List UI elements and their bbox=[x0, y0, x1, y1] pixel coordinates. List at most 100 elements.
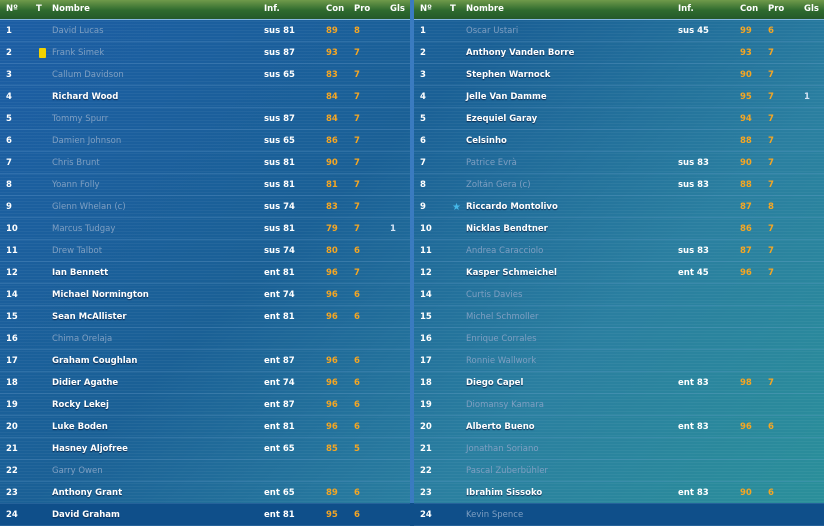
player-name[interactable]: Marcus Tudgay bbox=[52, 224, 116, 234]
player-row[interactable]: 23 Ibrahim Sissoko ent 83 90 6 bbox=[414, 482, 824, 504]
player-row[interactable]: 9 Glenn Whelan (c) sus 74 83 7 bbox=[0, 196, 410, 218]
player-row[interactable]: 21 Jonathan Soriano bbox=[414, 438, 824, 460]
player-row[interactable]: 14 Curtis Davies bbox=[414, 284, 824, 306]
column-header-name[interactable]: Nombre bbox=[466, 4, 504, 14]
player-name[interactable]: Luke Boden bbox=[52, 422, 108, 432]
player-name[interactable]: Anthony Grant bbox=[52, 488, 123, 498]
player-name[interactable]: Kevin Spence bbox=[466, 510, 524, 520]
player-name[interactable]: Jelle Van Damme bbox=[466, 92, 547, 102]
player-name[interactable]: Garry Owen bbox=[52, 466, 103, 476]
player-row[interactable]: 7 Patrice Evrà sus 83 90 7 bbox=[414, 152, 824, 174]
player-name[interactable]: Alberto Bueno bbox=[466, 422, 535, 432]
player-name[interactable]: Celsinho bbox=[466, 136, 507, 146]
player-row[interactable]: 9 Riccardo Montolivo 87 8 ★ bbox=[414, 196, 824, 218]
player-row[interactable]: 19 Rocky Lekej ent 87 96 6 bbox=[0, 394, 410, 416]
player-name[interactable]: Damien Johnson bbox=[52, 136, 122, 146]
column-header-inf[interactable]: Inf. bbox=[264, 4, 280, 14]
player-row[interactable]: 2 Anthony Vanden Borre 93 7 bbox=[414, 42, 824, 64]
player-name[interactable]: Oscar Ustari bbox=[466, 26, 519, 36]
player-row[interactable]: 21 Hasney Aljofree ent 65 85 5 bbox=[0, 438, 410, 460]
player-row[interactable]: 3 Callum Davidson sus 65 83 7 bbox=[0, 64, 410, 86]
player-name[interactable]: Graham Coughlan bbox=[52, 356, 138, 366]
player-row[interactable]: 15 Sean McAllister ent 81 96 6 bbox=[0, 306, 410, 328]
column-header-name[interactable]: Nombre bbox=[52, 4, 90, 14]
player-name[interactable]: Frank Simek bbox=[52, 48, 105, 58]
player-row[interactable]: 23 Anthony Grant ent 65 89 6 bbox=[0, 482, 410, 504]
player-row[interactable]: 24 Kevin Spence bbox=[414, 504, 824, 526]
player-name[interactable]: Sean McAllister bbox=[52, 312, 127, 322]
player-name[interactable]: Enrique Corrales bbox=[466, 334, 537, 344]
player-name[interactable]: Drew Talbot bbox=[52, 246, 103, 256]
player-name[interactable]: Anthony Vanden Borre bbox=[466, 48, 575, 58]
player-row[interactable]: 24 David Graham ent 81 95 6 bbox=[0, 504, 410, 526]
player-name[interactable]: Stephen Warnock bbox=[466, 70, 551, 80]
player-name[interactable]: Rocky Lekej bbox=[52, 400, 109, 410]
player-row[interactable]: 20 Alberto Bueno ent 83 96 6 bbox=[414, 416, 824, 438]
column-header-pro[interactable]: Pro bbox=[354, 4, 371, 14]
column-header-gls[interactable]: Gls bbox=[804, 4, 819, 14]
player-row[interactable]: 18 Diego Capel ent 83 98 7 bbox=[414, 372, 824, 394]
player-row[interactable]: 7 Chris Brunt sus 81 90 7 bbox=[0, 152, 410, 174]
player-row[interactable]: 12 Kasper Schmeichel ent 45 96 7 bbox=[414, 262, 824, 284]
player-name[interactable]: Hasney Aljofree bbox=[52, 444, 128, 454]
player-name[interactable]: Tommy Spurr bbox=[52, 114, 109, 124]
player-row[interactable]: 12 Ian Bennett ent 81 96 7 bbox=[0, 262, 410, 284]
player-row[interactable]: 22 Pascal Zuberbühler bbox=[414, 460, 824, 482]
column-header-t[interactable]: T bbox=[450, 4, 456, 14]
player-row[interactable]: 16 Chima Orelaja bbox=[0, 328, 410, 350]
player-name[interactable]: Kasper Schmeichel bbox=[466, 268, 557, 278]
player-name[interactable]: Chima Orelaja bbox=[52, 334, 113, 344]
player-row[interactable]: 22 Garry Owen bbox=[0, 460, 410, 482]
player-row[interactable]: 17 Graham Coughlan ent 87 96 6 bbox=[0, 350, 410, 372]
player-name[interactable]: Zoltán Gera (c) bbox=[466, 180, 531, 190]
column-header-inf[interactable]: Inf. bbox=[678, 4, 694, 14]
player-row[interactable]: 20 Luke Boden ent 81 96 6 bbox=[0, 416, 410, 438]
player-row[interactable]: 8 Yoann Folly sus 81 81 7 bbox=[0, 174, 410, 196]
player-row[interactable]: 10 Marcus Tudgay sus 81 79 7 1 bbox=[0, 218, 410, 240]
player-row[interactable]: 11 Drew Talbot sus 74 80 6 bbox=[0, 240, 410, 262]
player-name[interactable]: Andrea Caracciolo bbox=[466, 246, 544, 256]
player-name[interactable]: Nicklas Bendtner bbox=[466, 224, 548, 234]
player-name[interactable]: Didier Agathe bbox=[52, 378, 119, 388]
player-row[interactable]: 14 Michael Normington ent 74 96 6 bbox=[0, 284, 410, 306]
player-name[interactable]: Riccardo Montolivo bbox=[466, 202, 558, 212]
player-row[interactable]: 18 Didier Agathe ent 74 96 6 bbox=[0, 372, 410, 394]
column-header-t[interactable]: T bbox=[36, 4, 42, 14]
player-name[interactable]: Richard Wood bbox=[52, 92, 119, 102]
player-row[interactable]: 5 Tommy Spurr sus 87 84 7 bbox=[0, 108, 410, 130]
player-name[interactable]: Curtis Davies bbox=[466, 290, 523, 300]
player-name[interactable]: Ian Bennett bbox=[52, 268, 109, 278]
player-row[interactable]: 10 Nicklas Bendtner 86 7 bbox=[414, 218, 824, 240]
player-row[interactable]: 17 Ronnie Wallwork bbox=[414, 350, 824, 372]
player-name[interactable]: Michel Schmoller bbox=[466, 312, 539, 322]
player-name[interactable]: David Lucas bbox=[52, 26, 104, 36]
player-row[interactable]: 4 Richard Wood 84 7 bbox=[0, 86, 410, 108]
player-name[interactable]: Glenn Whelan (c) bbox=[52, 202, 126, 212]
player-name[interactable]: Michael Normington bbox=[52, 290, 149, 300]
player-row[interactable]: 15 Michel Schmoller bbox=[414, 306, 824, 328]
player-name[interactable]: Chris Brunt bbox=[52, 158, 100, 168]
player-row[interactable]: 1 Oscar Ustari sus 45 99 6 bbox=[414, 20, 824, 42]
player-name[interactable]: Callum Davidson bbox=[52, 70, 124, 80]
player-row[interactable]: 19 Diomansy Kamara bbox=[414, 394, 824, 416]
player-row[interactable]: 16 Enrique Corrales bbox=[414, 328, 824, 350]
player-name[interactable]: Jonathan Soriano bbox=[466, 444, 539, 454]
column-header-number[interactable]: Nº bbox=[6, 4, 18, 14]
player-row[interactable]: 8 Zoltán Gera (c) sus 83 88 7 bbox=[414, 174, 824, 196]
player-name[interactable]: Diomansy Kamara bbox=[466, 400, 544, 410]
player-name[interactable]: Ibrahim Sissoko bbox=[466, 488, 543, 498]
player-name[interactable]: David Graham bbox=[52, 510, 120, 520]
player-row[interactable]: 3 Stephen Warnock 90 7 bbox=[414, 64, 824, 86]
player-name[interactable]: Pascal Zuberbühler bbox=[466, 466, 548, 476]
player-name[interactable]: Diego Capel bbox=[466, 378, 524, 388]
column-header-gls[interactable]: Gls bbox=[390, 4, 405, 14]
player-row[interactable]: 1 David Lucas sus 81 89 8 bbox=[0, 20, 410, 42]
player-name[interactable]: Patrice Evrà bbox=[466, 158, 517, 168]
player-row[interactable]: 4 Jelle Van Damme 95 7 1 bbox=[414, 86, 824, 108]
player-row[interactable]: 6 Celsinho 88 7 bbox=[414, 130, 824, 152]
column-header-pro[interactable]: Pro bbox=[768, 4, 785, 14]
player-row[interactable]: 2 Frank Simek sus 87 93 7 bbox=[0, 42, 410, 64]
column-header-con[interactable]: Con bbox=[326, 4, 345, 14]
player-row[interactable]: 6 Damien Johnson sus 65 86 7 bbox=[0, 130, 410, 152]
player-name[interactable]: Ronnie Wallwork bbox=[466, 356, 537, 366]
